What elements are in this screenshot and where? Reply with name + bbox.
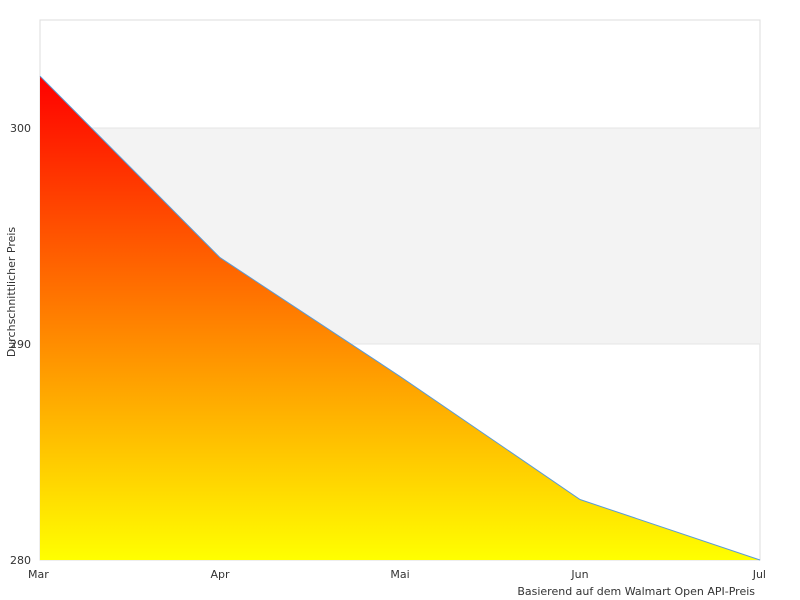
x-tick-label: Mar bbox=[28, 568, 49, 581]
y-tick-label: 300 bbox=[10, 122, 31, 135]
x-axis-ticks: Mar Apr Mai Jun Jul bbox=[28, 568, 766, 581]
credit-text: Basierend auf dem Walmart Open API-Preis bbox=[517, 585, 755, 598]
y-tick-label: 290 bbox=[10, 338, 31, 351]
y-tick-label: 280 bbox=[10, 554, 31, 567]
series-line bbox=[39, 75, 761, 561]
x-tick-label: Mai bbox=[390, 568, 409, 581]
x-tick-label: Jul bbox=[752, 568, 766, 581]
y-axis-ticks: 280 290 300 bbox=[10, 122, 31, 567]
x-tick-label: Jun bbox=[570, 568, 588, 581]
area-fill bbox=[40, 76, 760, 560]
x-tick-label: Apr bbox=[210, 568, 230, 581]
y-axis-label: Durchschnittlicher Preis bbox=[5, 227, 18, 358]
